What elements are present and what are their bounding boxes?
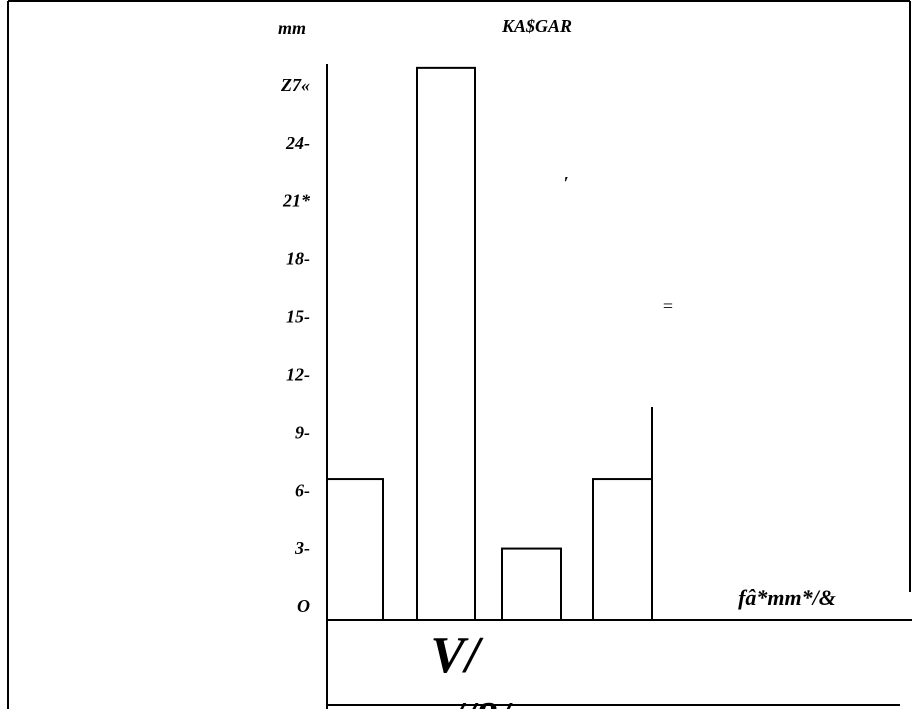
- y-tick-label: 21*: [282, 191, 311, 211]
- chart-title: KA$GAR: [501, 16, 572, 36]
- annotation: //8/: [448, 693, 513, 709]
- y-axis-label: mm: [278, 18, 306, 38]
- annotation: fâ*mm*/&: [738, 585, 836, 610]
- y-tick-label: O: [297, 596, 310, 616]
- y-tick-label: Z7«: [280, 75, 310, 95]
- bar: [501, 547, 562, 622]
- y-tick-label: 6-: [295, 480, 310, 500]
- y-tick-label: 15-: [286, 307, 310, 327]
- y-tick-label: 24-: [285, 133, 310, 153]
- annotation: V/: [430, 627, 484, 684]
- y-tick-label: 3-: [294, 538, 310, 558]
- annotation: =: [663, 296, 673, 316]
- bar: [326, 478, 384, 622]
- bar: [592, 478, 653, 622]
- y-tick-label: 9-: [295, 422, 310, 442]
- y-tick-label: 12-: [286, 364, 310, 384]
- annotation: ′: [563, 173, 568, 193]
- y-tick-label: 18-: [286, 249, 310, 269]
- bar: [416, 66, 476, 622]
